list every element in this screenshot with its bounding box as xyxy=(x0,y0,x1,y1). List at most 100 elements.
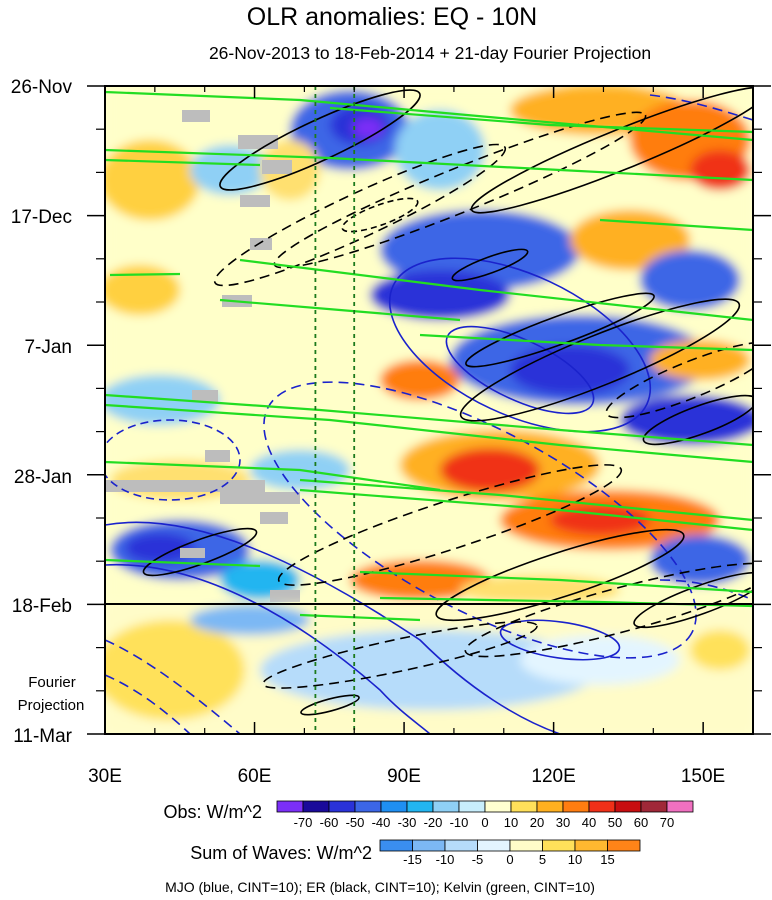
er-contour xyxy=(435,528,685,622)
obs-colorbar-swatch xyxy=(666,800,694,813)
mjo-contour xyxy=(499,619,621,661)
obs-colorbar-level-label: -40 xyxy=(372,815,391,830)
waves-colorbar-swatch xyxy=(509,839,543,852)
mjo-contour xyxy=(105,674,191,734)
er-contour xyxy=(633,571,753,629)
er-contour xyxy=(262,621,538,689)
x-axis-labels: 30E 60E 90E 120E 150E xyxy=(88,766,725,787)
missing-cell xyxy=(182,110,210,122)
x-tick-label: 30E xyxy=(88,766,122,787)
obs-colorbar-swatch xyxy=(328,800,356,813)
er-contour xyxy=(341,197,419,233)
waves-colorbar-swatch xyxy=(412,839,446,852)
obs-anomaly-field xyxy=(105,86,753,605)
waves-colorbar-swatch xyxy=(379,839,413,852)
missing-cell xyxy=(260,512,288,524)
kelvin-contour xyxy=(105,148,753,182)
er-contour xyxy=(277,464,623,586)
mjo-contour xyxy=(388,257,652,433)
obs-cell xyxy=(370,270,510,320)
projection-label: Fourier xyxy=(28,674,76,691)
obs-colorbar-level-label: 50 xyxy=(608,815,622,830)
mjo-contour xyxy=(649,94,753,121)
obs-colorbar-swatch xyxy=(510,800,538,813)
obs-colorbar-swatch xyxy=(484,800,512,813)
er-contour xyxy=(464,562,753,658)
kelvin-contour xyxy=(105,393,753,447)
kelvin-contour xyxy=(599,218,753,232)
obs-colorbar-level-label: 30 xyxy=(556,815,570,830)
er-contour xyxy=(213,143,507,287)
y-axis-labels: 26-Nov 17-Dec 7-Jan 28-Jan 18-Feb 11-Mar… xyxy=(11,77,85,747)
waves-colorbar-level-label: 15 xyxy=(600,852,614,867)
missing-cell xyxy=(270,590,300,602)
obs-cell xyxy=(353,118,383,138)
er-contour xyxy=(451,248,529,282)
waves-colorbar-swatch xyxy=(607,839,641,852)
obs-cell xyxy=(380,360,460,400)
obs-colorbar-swatch xyxy=(614,800,642,813)
x-tick-label: 150E xyxy=(681,766,725,787)
x-tick-label: 60E xyxy=(238,766,272,787)
kelvin-contour xyxy=(105,558,261,568)
kelvin-contour xyxy=(105,90,753,142)
obs-colorbar-swatches: -70 -60 -50 -40 -30 -20 -10 0 10 20 30 40 50 60 70 xyxy=(276,800,694,830)
obs-colorbar-level-label: 70 xyxy=(660,815,674,830)
obs-colorbar-swatch xyxy=(354,800,382,813)
kelvin-contour xyxy=(359,570,753,594)
mjo-contour xyxy=(105,639,241,734)
y-tick-label: 7-Jan xyxy=(24,337,72,358)
projection-cell xyxy=(690,630,750,670)
obs-colorbar-level-label: 0 xyxy=(481,815,488,830)
obs-colorbar-swatch xyxy=(562,800,590,813)
obs-cell xyxy=(105,265,180,315)
waves-colorbar-swatch xyxy=(444,839,478,852)
waves-colorbar-level-label: -15 xyxy=(403,852,422,867)
waves-colorbar-swatches: -15 -10 -5 0 5 10 15 xyxy=(379,839,641,867)
kelvin-contour xyxy=(419,333,753,352)
obs-colorbar-level-label: -50 xyxy=(346,815,365,830)
obs-cell xyxy=(510,345,630,395)
er-contour xyxy=(642,394,753,446)
obs-colorbar-swatch xyxy=(640,800,668,813)
missing-cell xyxy=(238,135,278,149)
kelvin-contours xyxy=(105,90,753,622)
er-contour xyxy=(459,298,741,422)
obs-cell xyxy=(620,395,753,445)
obs-cell xyxy=(380,210,580,290)
kelvin-contour xyxy=(105,403,753,464)
missing-data-marks xyxy=(105,110,300,602)
missing-cell xyxy=(192,390,218,402)
obs-cell xyxy=(460,575,620,605)
er-contours xyxy=(142,86,753,716)
axis-ticks xyxy=(87,85,771,735)
waves-colorbar-level-label: 10 xyxy=(568,852,582,867)
obs-colorbar-swatch xyxy=(588,800,616,813)
obs-colorbar-swatch xyxy=(302,800,330,813)
obs-colorbar-level-label: -60 xyxy=(320,815,339,830)
y-tick-label: 17-Dec xyxy=(11,207,72,228)
contour-legend: MJO (blue, CINT=10); ER (black, CINT=10)… xyxy=(165,879,595,895)
obs-colorbar-swatch xyxy=(432,800,460,813)
mjo-contour xyxy=(659,579,753,601)
obs-colorbar-label: Obs: W/m^2 xyxy=(164,802,262,822)
x-tick-label: 120E xyxy=(531,766,575,787)
obs-colorbar-swatch xyxy=(458,800,486,813)
obs-colorbar-swatch xyxy=(536,800,564,813)
plot-area xyxy=(105,86,753,734)
obs-cell xyxy=(640,250,740,310)
waves-colorbar-label: Sum of Waves: W/m^2 xyxy=(190,843,372,863)
chart-subtitle: 26-Nov-2013 to 18-Feb-2014 + 21-day Four… xyxy=(209,43,651,63)
er-contour xyxy=(300,694,360,716)
obs-cell xyxy=(650,535,750,585)
projection-cell xyxy=(105,620,245,720)
missing-cell xyxy=(240,195,270,207)
kelvin-contour xyxy=(219,298,461,322)
waves-colorbar-level-label: 5 xyxy=(539,852,546,867)
waves-colorbar-swatch xyxy=(542,839,576,852)
waves-colorbar-level-label: -10 xyxy=(436,852,455,867)
kelvin-contour xyxy=(239,258,753,322)
obs-colorbar-level-label: -10 xyxy=(450,815,469,830)
obs-cell xyxy=(440,448,540,492)
